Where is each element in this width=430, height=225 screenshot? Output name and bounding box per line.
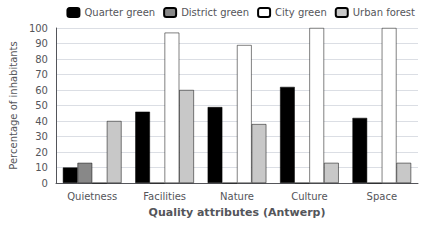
svg-text:Urban forest: Urban forest: [353, 7, 415, 18]
svg-text:10: 10: [35, 162, 48, 173]
svg-text:80: 80: [35, 54, 48, 65]
svg-text:Quality attributes (Antwerp): Quality attributes (Antwerp): [149, 206, 326, 219]
svg-text:City green: City green: [275, 7, 327, 18]
svg-text:20: 20: [35, 147, 48, 158]
svg-text:100: 100: [29, 23, 48, 34]
svg-text:District green: District green: [181, 7, 249, 18]
svg-text:Nature: Nature: [220, 191, 254, 202]
svg-text:Culture: Culture: [291, 191, 327, 202]
svg-text:40: 40: [35, 116, 48, 127]
svg-text:Quietness: Quietness: [67, 191, 117, 202]
svg-text:Quarter green: Quarter green: [84, 7, 155, 18]
svg-text:90: 90: [35, 38, 48, 49]
svg-text:60: 60: [35, 85, 48, 96]
svg-text:30: 30: [35, 131, 48, 142]
svg-text:0: 0: [42, 178, 48, 189]
svg-text:Percentage of inhabitants: Percentage of inhabitants: [8, 41, 19, 169]
svg-text:50: 50: [35, 100, 48, 111]
svg-text:Space: Space: [367, 191, 397, 202]
svg-text:70: 70: [35, 69, 48, 80]
svg-text:Facilities: Facilities: [143, 191, 186, 202]
